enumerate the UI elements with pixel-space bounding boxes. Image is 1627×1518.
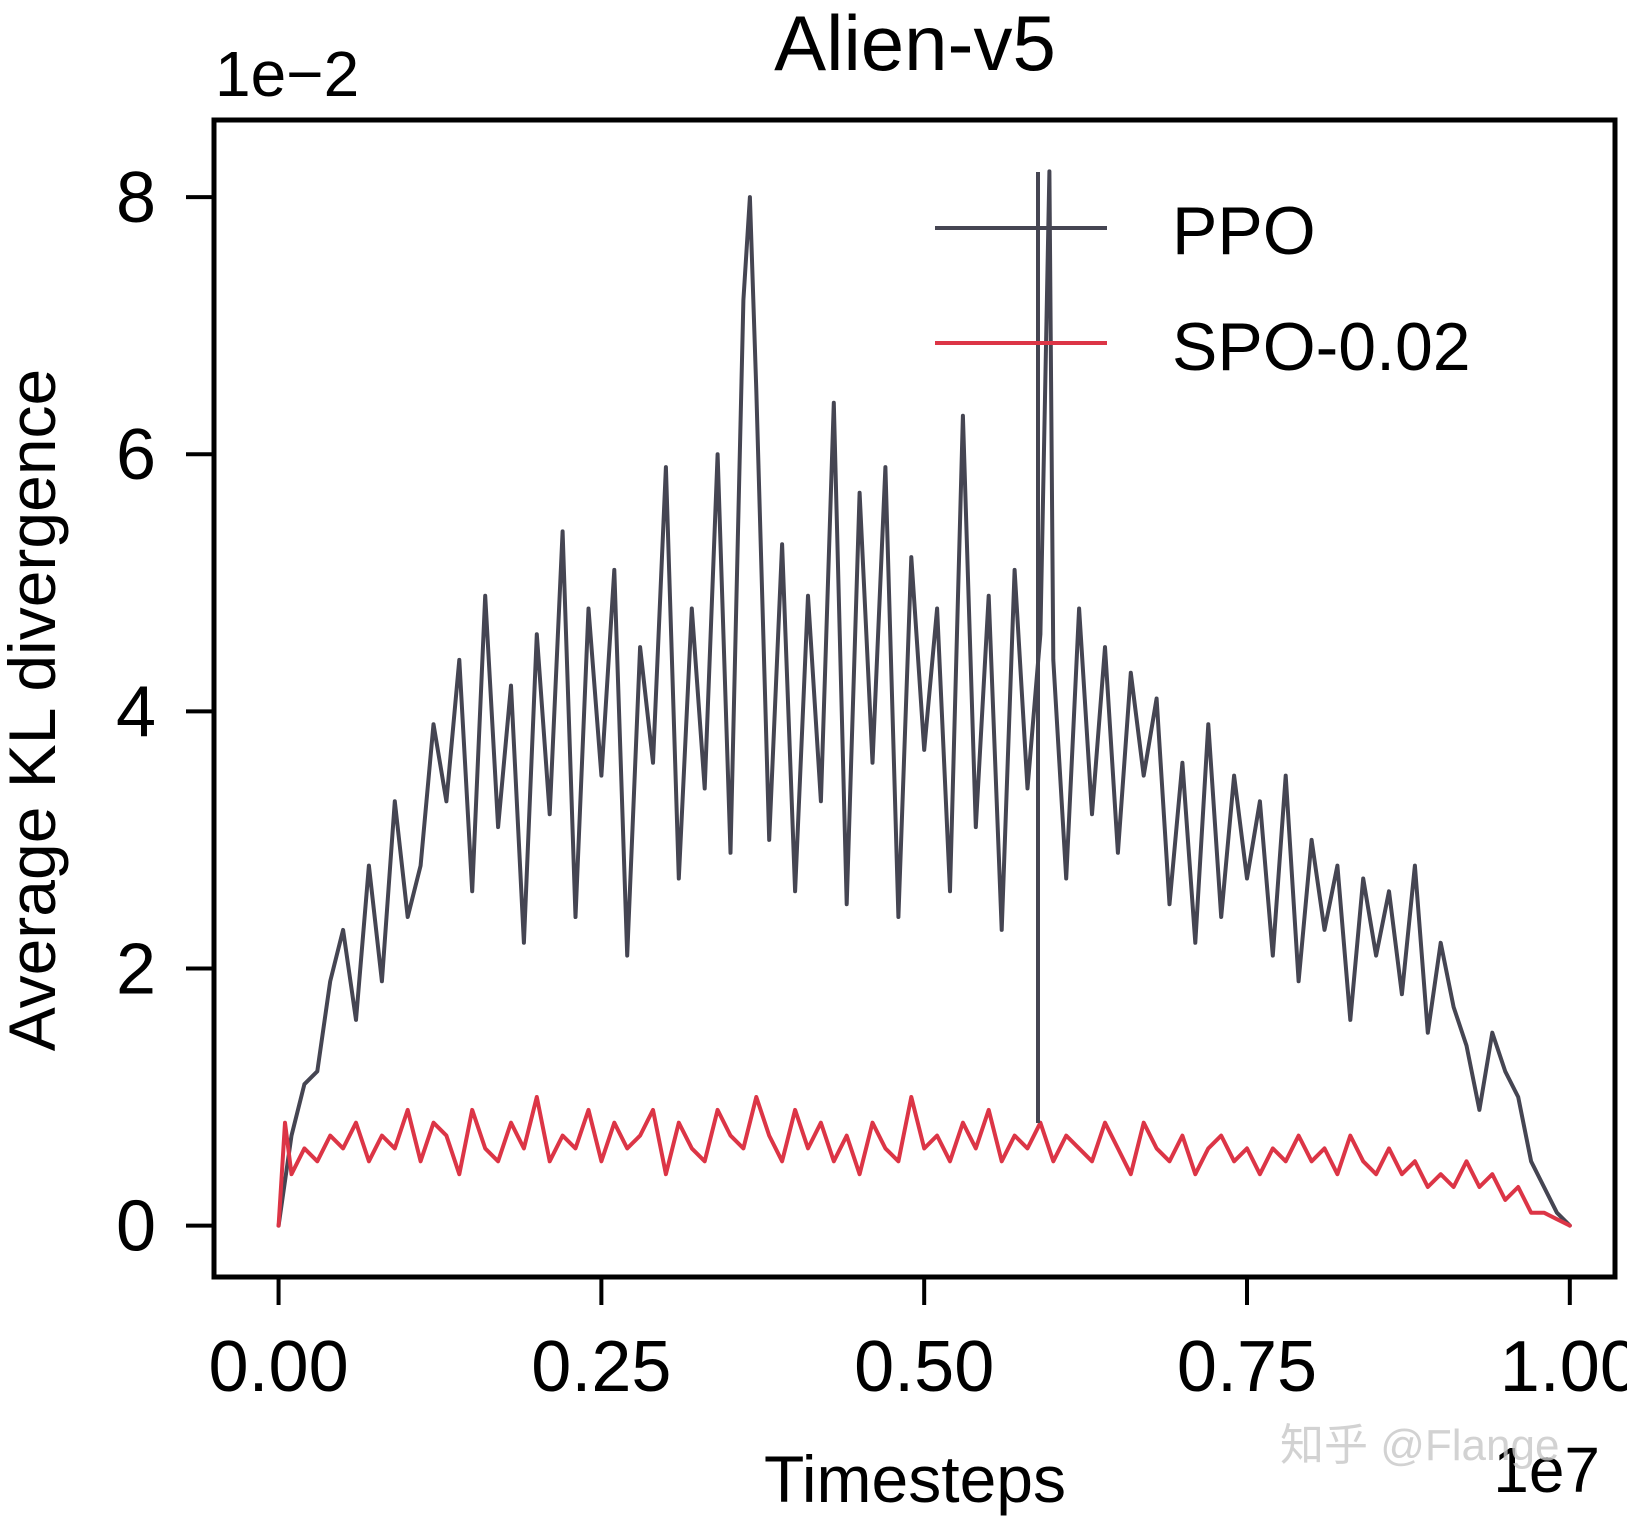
y-multiplier: 1e−2: [215, 38, 359, 110]
series-line-spo-0-02: [276, 1095, 1572, 1228]
y-tick-label: 0: [116, 1187, 156, 1267]
x-tick-label: 0.00: [208, 1327, 348, 1407]
y-tick-label: 6: [116, 415, 156, 495]
plot-area: [276, 169, 1572, 1228]
y-tick-label: 8: [116, 158, 156, 238]
y-tick-label: 2: [116, 929, 156, 1009]
plot-frame: [211, 117, 1618, 1280]
x-multiplier: 1e7: [1493, 1434, 1600, 1506]
x-tick-label: 0.50: [854, 1327, 994, 1407]
legend-label-spo: SPO-0.02: [1172, 309, 1471, 385]
x-tick-label: 0.75: [1177, 1327, 1317, 1407]
chart-title: Alien-v5: [774, 0, 1056, 87]
legend-label-ppo: PPO: [1172, 193, 1316, 269]
x-axis: 0.00 0.25 0.50 0.75 1.00: [208, 1277, 1627, 1407]
legend: PPO SPO-0.02: [935, 172, 1471, 1123]
y-axis: 0 2 4 6 8: [116, 158, 214, 1267]
x-axis-label: Timesteps: [764, 1442, 1066, 1516]
x-tick-label: 1.00: [1500, 1327, 1627, 1407]
y-tick-label: 4: [116, 672, 156, 752]
series-line-ppo: [276, 169, 1572, 1228]
watermark: 知乎 @Flange: [1280, 1421, 1559, 1470]
y-axis-label: Average KL divergence: [0, 369, 69, 1051]
x-tick-label: 0.25: [531, 1327, 671, 1407]
